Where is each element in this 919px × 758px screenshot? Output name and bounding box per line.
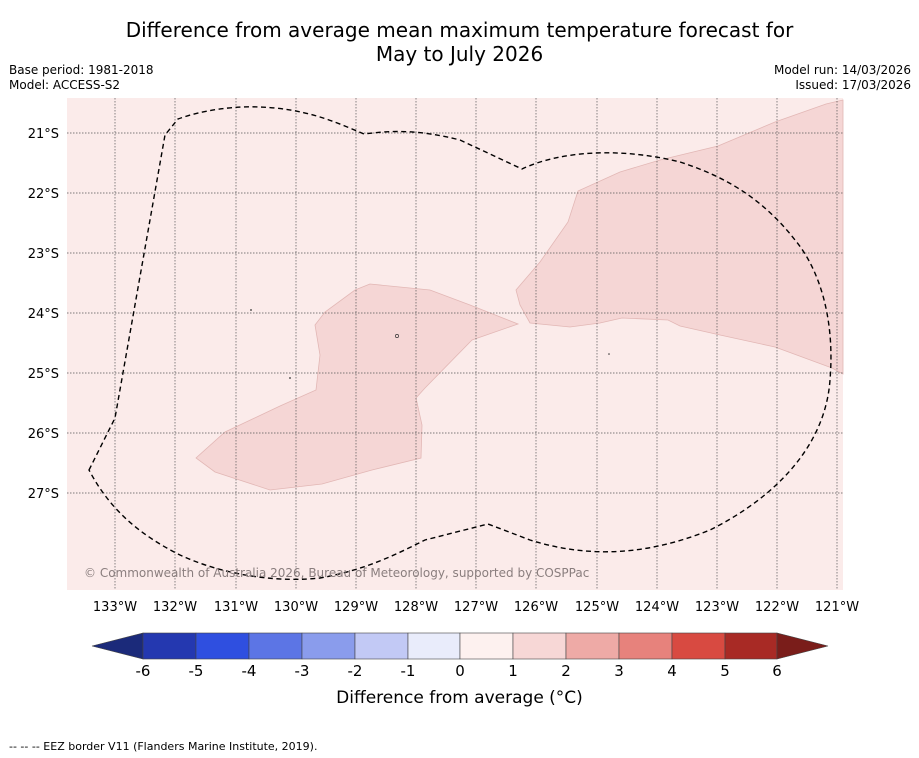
colorbar-tick: -3 bbox=[295, 662, 310, 680]
colorbar-swatch bbox=[195, 632, 250, 660]
colorbar-swatch bbox=[354, 632, 409, 660]
colorbar-swatch-high bbox=[776, 632, 829, 660]
colorbar bbox=[91, 632, 829, 660]
colorbar-tick: -5 bbox=[189, 662, 204, 680]
lon-label: 127°W bbox=[454, 600, 498, 615]
warm-region-west bbox=[195, 283, 520, 491]
colorbar-tick: -1 bbox=[401, 662, 416, 680]
lat-label: 23°S bbox=[28, 247, 59, 262]
colorbar-swatch bbox=[512, 632, 567, 660]
lon-label: 125°W bbox=[575, 600, 619, 615]
colorbar-swatch bbox=[459, 632, 514, 660]
title-line-1: Difference from average mean maximum tem… bbox=[125, 18, 794, 42]
colorbar-swatch bbox=[301, 632, 356, 660]
lon-label: 123°W bbox=[695, 600, 739, 615]
island-marker bbox=[289, 377, 291, 379]
longitude-labels: 133°W 132°W 131°W 130°W 129°W 128°W 127°… bbox=[93, 600, 859, 615]
colorbar-tick: -4 bbox=[242, 662, 257, 680]
colorbar-swatch bbox=[407, 632, 461, 660]
base-period: Base period: 1981-2018 bbox=[9, 63, 154, 77]
meta-right: Model run: 14/03/2026 Issued: 17/03/2026 bbox=[774, 63, 911, 93]
lon-label: 129°W bbox=[334, 600, 378, 615]
colorbar-tick: 6 bbox=[772, 662, 782, 680]
colorbar-swatch bbox=[565, 632, 620, 660]
lat-label: 25°S bbox=[28, 367, 59, 382]
colorbar-tick: -2 bbox=[348, 662, 363, 680]
colorbar-swatch-low bbox=[91, 632, 144, 660]
lon-label: 122°W bbox=[755, 600, 799, 615]
island-marker bbox=[608, 353, 610, 355]
lon-label: 124°W bbox=[635, 600, 679, 615]
colorbar-tick: 1 bbox=[508, 662, 518, 680]
model-name: Model: ACCESS-S2 bbox=[9, 78, 121, 92]
colorbar-tick: 0 bbox=[455, 662, 465, 680]
lon-label: 131°W bbox=[214, 600, 258, 615]
meta-left: Base period: 1981-2018 Model: ACCESS-S2 bbox=[9, 63, 154, 93]
lat-label: 22°S bbox=[28, 187, 59, 202]
colorbar-tick: 4 bbox=[667, 662, 677, 680]
copyright-text: © Commonwealth of Australia 2026, Bureau… bbox=[84, 566, 589, 580]
issued-date: Issued: 17/03/2026 bbox=[795, 78, 911, 92]
eez-border bbox=[88, 106, 832, 581]
model-run: Model run: 14/03/2026 bbox=[773, 63, 911, 77]
colorbar-tick: 2 bbox=[561, 662, 571, 680]
lat-label: 24°S bbox=[28, 307, 59, 322]
colorbar-tick: -6 bbox=[136, 662, 151, 680]
colorbar-ticks: -6 -5 -4 -3 -2 -1 0 1 2 3 4 5 6 bbox=[136, 662, 782, 680]
lon-label: 132°W bbox=[153, 600, 197, 615]
eez-footnote: -- -- -- EEZ border V11 (Flanders Marine… bbox=[9, 740, 318, 753]
lat-label: 27°S bbox=[28, 487, 59, 502]
lon-label: 130°W bbox=[274, 600, 318, 615]
lat-label: 26°S bbox=[28, 427, 59, 442]
lon-label: 126°W bbox=[514, 600, 558, 615]
colorbar-swatch bbox=[724, 632, 778, 660]
island-marker bbox=[250, 309, 252, 311]
colorbar-swatch bbox=[671, 632, 726, 660]
title-line-2: May to July 2026 bbox=[375, 42, 544, 66]
map-figure: © Commonwealth of Australia 2026, Bureau… bbox=[28, 98, 859, 680]
lat-label: 21°S bbox=[28, 127, 59, 142]
warm-region-east bbox=[515, 99, 844, 375]
map-title: Difference from average mean maximum tem… bbox=[0, 18, 919, 66]
grid-lines bbox=[67, 98, 843, 590]
colorbar-tick: 3 bbox=[614, 662, 624, 680]
colorbar-swatch bbox=[618, 632, 673, 660]
island-marker bbox=[395, 334, 399, 338]
colorbar-swatch bbox=[248, 632, 303, 660]
lon-label: 133°W bbox=[93, 600, 137, 615]
lon-label: 121°W bbox=[815, 600, 859, 615]
colorbar-swatch bbox=[142, 632, 197, 660]
colorbar-title: Difference from average (°C) bbox=[336, 688, 583, 708]
colorbar-tick: 5 bbox=[720, 662, 730, 680]
lon-label: 128°W bbox=[394, 600, 438, 615]
latitude-labels: 21°S 22°S 23°S 24°S 25°S 26°S 27°S bbox=[28, 127, 59, 502]
